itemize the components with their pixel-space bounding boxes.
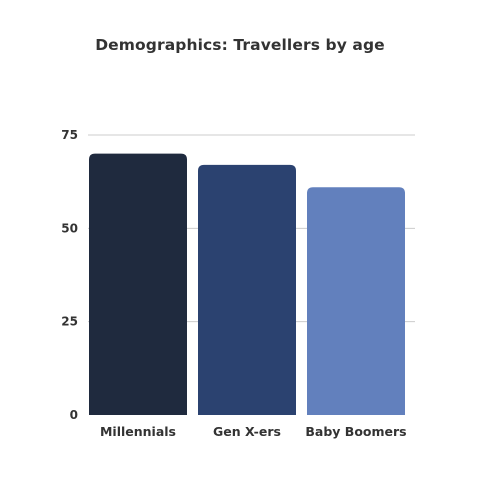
- chart-title: Demographics: Travellers by age: [95, 36, 385, 54]
- y-tick-label: 25: [61, 315, 78, 329]
- x-category-label: Baby Boomers: [305, 424, 406, 439]
- y-tick-label: 50: [61, 221, 78, 235]
- bars: [89, 153, 405, 415]
- bar-gen-x-ers: [198, 164, 296, 415]
- y-tick-label: 75: [61, 128, 78, 142]
- y-tick-label: 0: [70, 408, 78, 422]
- x-axis-categories: Millennials Gen X-ers Baby Boomers: [100, 424, 407, 439]
- x-category-label: Gen X-ers: [213, 424, 281, 439]
- y-axis-ticks: 0 25 50 75: [61, 128, 78, 422]
- x-category-label: Millennials: [100, 424, 176, 439]
- bar-millennials: [89, 153, 187, 415]
- bar-baby-boomers: [307, 187, 405, 415]
